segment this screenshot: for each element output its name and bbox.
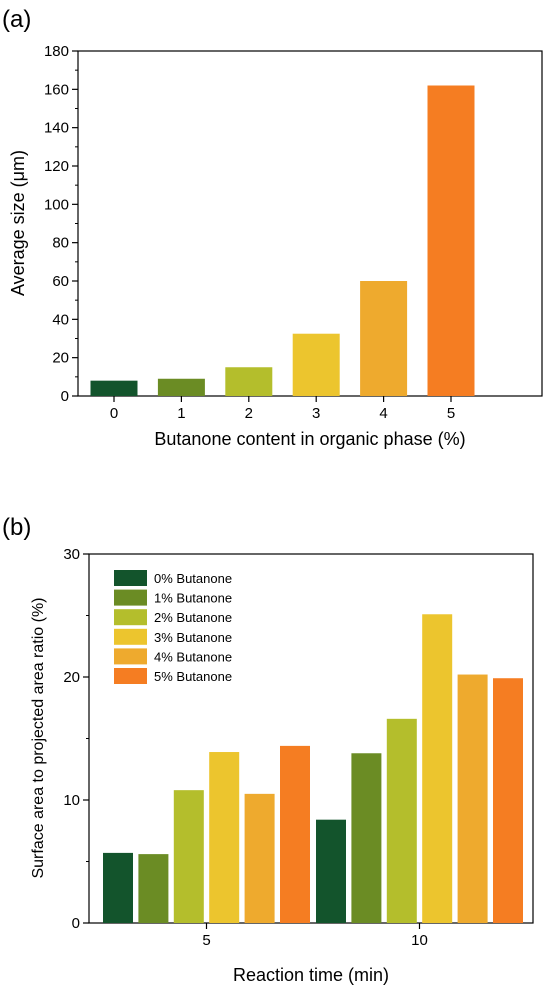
panel-b-legend: 0% Butanone 1% Butanone 2% Butanone 3% Buta… [114, 570, 232, 684]
panel-a-y-tick-label: 0 [61, 388, 69, 405]
panel-a-x-tick-label: 4 [379, 405, 387, 422]
panel-a-x-tick-label: 0 [110, 405, 118, 422]
panel-b-y-tick-label: 0 [72, 915, 80, 932]
panel-a-y-tick-label: 140 [44, 120, 69, 137]
legend-label: 0% Butanone [154, 571, 232, 586]
panel-b-bar [457, 674, 488, 923]
panel-a-x-tick-label: 2 [245, 405, 253, 422]
panel-b-x-tick-label: 10 [411, 932, 428, 949]
panel-b-y-tick-label: 20 [63, 669, 80, 686]
panel-a-y-tick-label: 80 [52, 235, 69, 252]
panel-b-bar [316, 819, 346, 923]
panel-a-bar [292, 333, 340, 396]
legend-swatch [114, 668, 147, 684]
panel-a-label: (a) [2, 6, 31, 33]
panel-b-bar [351, 753, 382, 923]
panel-b-x-ticks: 5 10 [202, 923, 428, 949]
panel-a-y-tick-label: 180 [44, 43, 69, 60]
panel-b-y-tick-label: 10 [63, 792, 80, 809]
panel-a-x-tick-label: 3 [312, 405, 320, 422]
panel-a-bar [225, 367, 273, 396]
panel-a-y-ticks: 0 20 40 60 80 100 120 140 160 180 [44, 43, 78, 405]
legend-swatch [114, 589, 147, 606]
legend-swatch [114, 609, 147, 626]
panel-a-y-tick-label: 20 [52, 350, 69, 367]
legend-label: 1% Butanone [154, 591, 232, 606]
panel-b-bar [493, 678, 523, 923]
panel-b-x-tick-label: 5 [202, 932, 210, 949]
panel-b-bar [103, 852, 133, 923]
panel-a-y-tick-label: 100 [44, 196, 69, 213]
panel-a-y-tick-label: 40 [52, 311, 69, 328]
panel-b-x-axis-label: Reaction time (min) [233, 965, 389, 985]
legend-label: 2% Butanone [154, 610, 232, 625]
panel-b-bar [386, 718, 417, 923]
panel-b-bar [173, 790, 204, 923]
panel-b-bar [209, 752, 240, 923]
panel-b-y-axis-label: Surface area to projected area ratio (%) [30, 597, 47, 878]
panel-b-bar [138, 854, 169, 923]
panel-a-bar [157, 378, 205, 396]
legend-label: 4% Butanone [154, 649, 232, 664]
legend-label: 3% Butanone [154, 630, 232, 645]
panel-a-bar [427, 85, 475, 396]
panel-b-bar [244, 793, 275, 923]
panel-b-bars [103, 614, 523, 923]
panel-a-x-tick-label: 1 [177, 405, 185, 422]
panel-a-y-tick-label: 120 [44, 158, 69, 175]
legend-swatch [114, 628, 147, 645]
panel-a-x-ticks: 0 1 2 3 4 5 [110, 396, 455, 422]
panel-a-x-axis-label: Butanone content in organic phase (%) [154, 429, 465, 449]
panel-a-bar [360, 281, 408, 396]
legend-label: 5% Butanone [154, 669, 232, 684]
panel-b-bar [422, 614, 453, 923]
panel-a-y-tick-label: 160 [44, 81, 69, 98]
panel-b-y-tick-label: 30 [63, 546, 80, 563]
panel-a-y-tick-label: 60 [52, 273, 69, 290]
panel-b-bar [280, 745, 310, 923]
panel-a: (a) 0 20 40 60 80 100 120 140 160 180 0 1 2 3 4 5 Buta… [2, 6, 543, 449]
legend-swatch [114, 570, 147, 586]
panel-b: (b) 0 10 20 30 5 10 0% Butanone 1% Butanone 2%… [2, 514, 534, 985]
panel-b-y-ticks: 0 10 20 30 [63, 546, 89, 932]
panel-b-label: (b) [2, 514, 31, 541]
legend-swatch [114, 648, 147, 665]
panel-a-bars [90, 85, 475, 396]
panel-a-y-axis-label: Average size (μm) [8, 150, 28, 296]
panel-a-x-tick-label: 5 [447, 405, 455, 422]
panel-a-bar [90, 380, 138, 396]
